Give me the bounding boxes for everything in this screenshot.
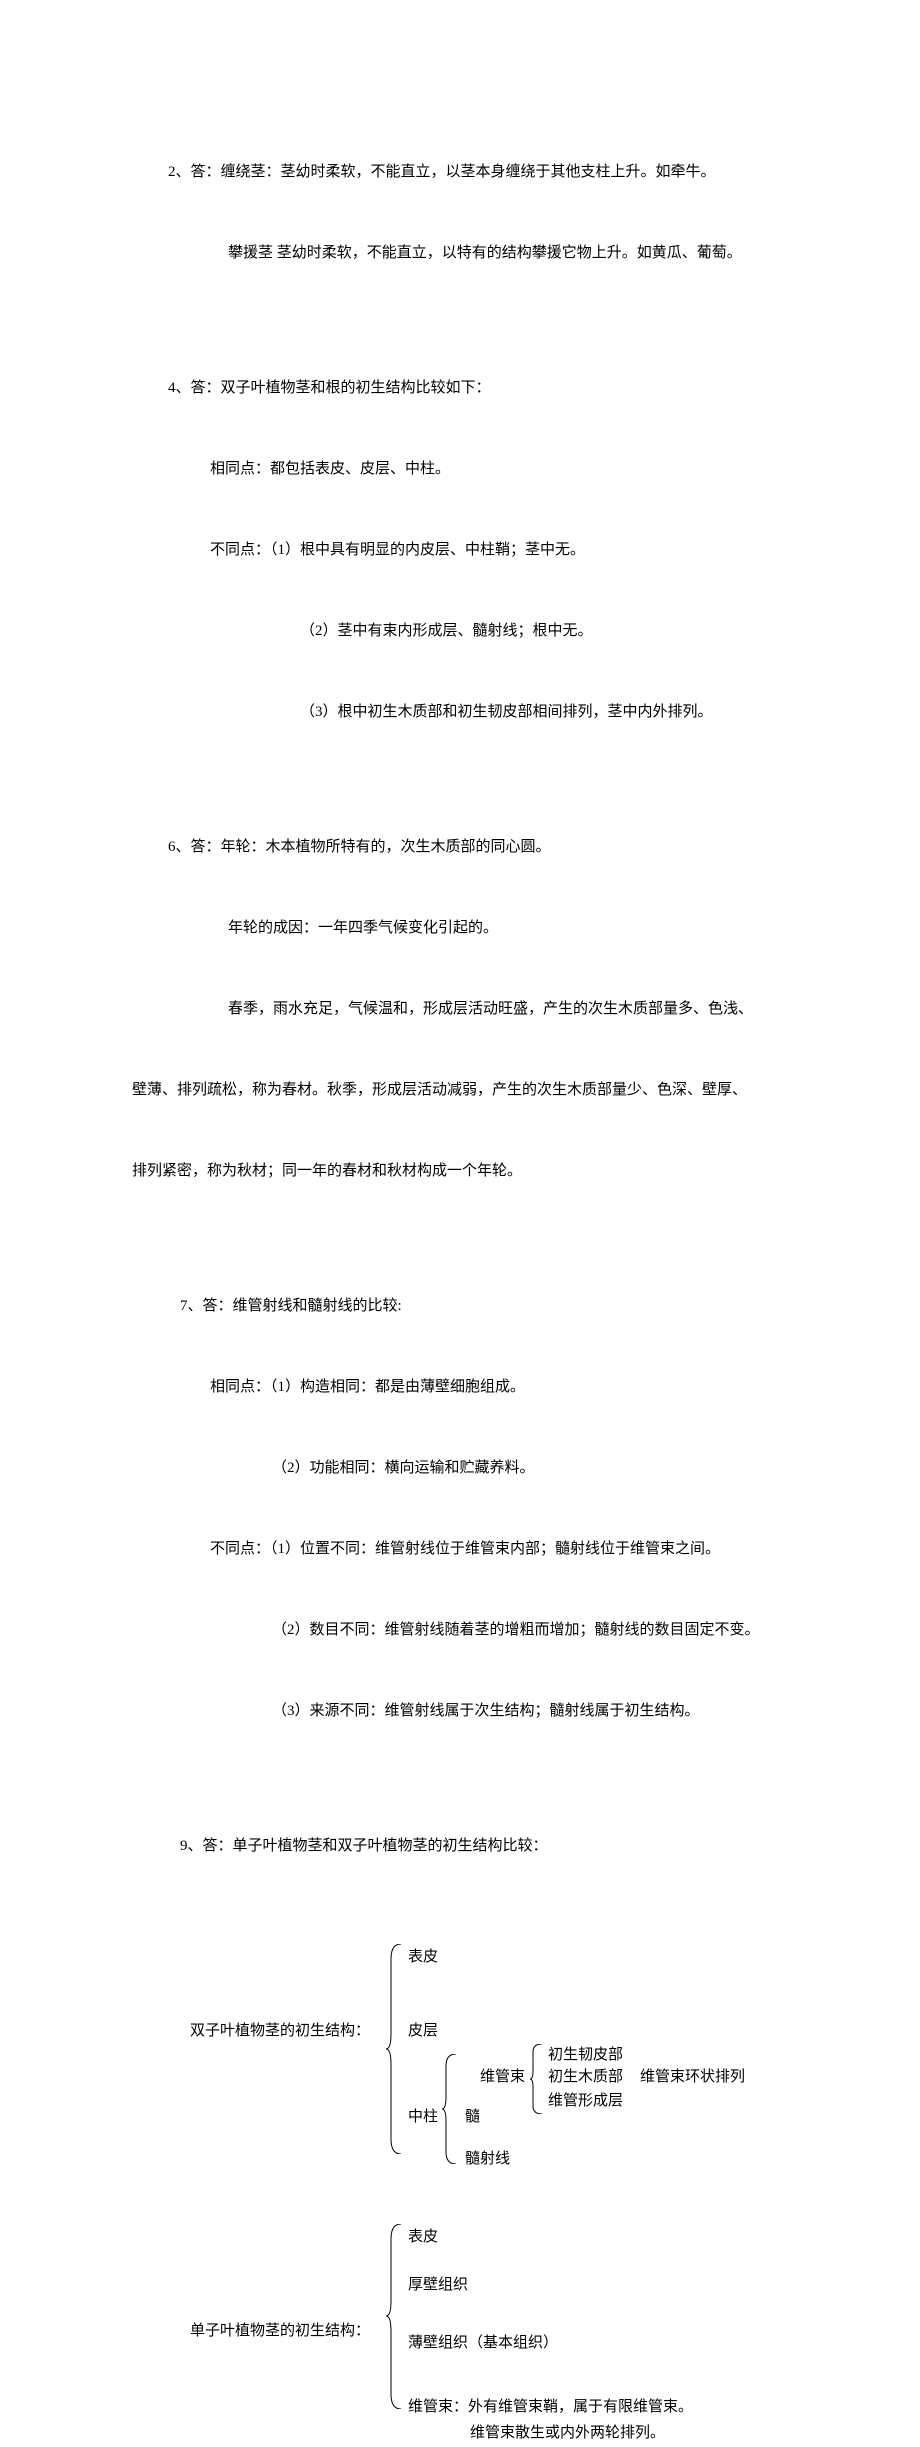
q4-line3: 不同点：（1）根中具有明显的内皮层、中柱鞘；茎中无。 bbox=[0, 537, 920, 564]
tree2-note: 维管束散生或内外两轮排列。 bbox=[470, 2420, 665, 2447]
q7-line1: 7、答：维管射线和髓射线的比较: bbox=[0, 1293, 920, 1320]
tree1-root: 双子叶植物茎的初生结构： bbox=[190, 2018, 370, 2045]
q7-line4: 不同点：（1）位置不同：维管射线位于维管束内部；髓射线位于维管束之间。 bbox=[0, 1536, 920, 1563]
tree2-item1: 厚壁组织 bbox=[408, 2272, 468, 2299]
tree1-wgs-item1: 初生木质部 bbox=[548, 2064, 623, 2091]
q7-line5: （2）数目不同：维管射线随着茎的增粗而增加；髓射线的数目固定不变。 bbox=[0, 1617, 920, 1644]
brace-icon bbox=[386, 2224, 406, 2409]
tree2-root: 单子叶植物茎的初生结构： bbox=[190, 2318, 370, 2345]
q4-line5: （3）根中初生木质部和初生韧皮部相间排列，茎中内外排列。 bbox=[0, 699, 920, 726]
q6-line3: 春季，雨水充足，气候温和，形成层活动旺盛，产生的次生木质部量多、色浅、 bbox=[0, 996, 920, 1023]
q6-line1: 6、答：年轮：木本植物所特有的，次生木质部的同心圆。 bbox=[0, 834, 920, 861]
q6-line2: 年轮的成因：一年四季气候变化引起的。 bbox=[0, 915, 920, 942]
tree1-item2: 中柱 bbox=[408, 2104, 438, 2131]
tree1-item1: 皮层 bbox=[408, 2018, 438, 2045]
q4-line4: （2）茎中有束内形成层、髓射线；根中无。 bbox=[0, 618, 920, 645]
q7-line3: （2）功能相同：横向运输和贮藏养料。 bbox=[0, 1455, 920, 1482]
document-page: 2、答：缠绕茎：茎幼时柔软，不能直立，以茎本身缠绕于其他支柱上升。如牵牛。 攀援… bbox=[0, 0, 920, 2444]
brace-icon bbox=[530, 2044, 545, 2114]
q4-line1: 4、答：双子叶植物茎和根的初生结构比较如下： bbox=[0, 375, 920, 402]
tree1-zz-item1: 髓 bbox=[465, 2104, 480, 2131]
tree1-wgs-item2: 维管形成层 bbox=[548, 2088, 623, 2115]
brace-icon bbox=[386, 1944, 406, 2154]
question-6: 6、答：年轮：木本植物所特有的，次生木质部的同心圆。 年轮的成因：一年四季气候变… bbox=[0, 780, 920, 1239]
q9-line1: 9、答：单子叶植物茎和双子叶植物茎的初生结构比较： bbox=[0, 1833, 920, 1860]
q6-line4: 壁薄、排列疏松，称为春材。秋季，形成层活动减弱，产生的次生木质部量少、色深、壁厚… bbox=[0, 1077, 920, 1104]
brace-icon bbox=[442, 2054, 460, 2164]
tree1-zz-item2: 髓射线 bbox=[465, 2146, 510, 2173]
tree2-item2: 薄壁组织（基本组织） bbox=[408, 2330, 558, 2357]
q4-line2: 相同点：都包括表皮、皮层、中柱。 bbox=[0, 456, 920, 483]
tree2-item3: 维管束：外有维管束鞘，属于有限维管束。 bbox=[408, 2394, 693, 2421]
tree2-item0: 表皮 bbox=[408, 2224, 438, 2251]
tree-monocot: 单子叶植物茎的初生结构： 表皮 厚壁组织 薄壁组织（基本组织） 维管束：外有维管… bbox=[190, 2224, 920, 2444]
question-2: 2、答：缠绕茎：茎幼时柔软，不能直立，以茎本身缠绕于其他支柱上升。如牵牛。 攀援… bbox=[0, 105, 920, 321]
q6-line5: 排列紧密，称为秋材；同一年的春材和秋材构成一个年轮。 bbox=[0, 1158, 920, 1185]
q2-line1: 2、答：缠绕茎：茎幼时柔软，不能直立，以茎本身缠绕于其他支柱上升。如牵牛。 bbox=[0, 159, 920, 186]
question-4: 4、答：双子叶植物茎和根的初生结构比较如下： 相同点：都包括表皮、皮层、中柱。 … bbox=[0, 321, 920, 780]
q7-line2: 相同点：（1）构造相同：都是由薄壁细胞组成。 bbox=[0, 1374, 920, 1401]
q7-line6: （3）来源不同：维管射线属于次生结构；髓射线属于初生结构。 bbox=[0, 1698, 920, 1725]
question-7: 7、答：维管射线和髓射线的比较: 相同点：（1）构造相同：都是由薄壁细胞组成。 … bbox=[0, 1239, 920, 1779]
tree1-item0: 表皮 bbox=[408, 1944, 438, 1971]
q2-line2: 攀援茎 茎幼时柔软，不能直立，以特有的结构攀援它物上升。如黄瓜、葡萄。 bbox=[0, 240, 920, 267]
tree1-zz-item0: 维管束 bbox=[480, 2064, 525, 2091]
question-9: 9、答：单子叶植物茎和双子叶植物茎的初生结构比较： bbox=[0, 1779, 920, 1914]
tree1-wgs-note: 维管束环状排列 bbox=[640, 2064, 745, 2091]
tree-dicot: 双子叶植物茎的初生结构： 表皮 皮层 中柱 维管束 髓 髓射线 初生韧皮部 初生… bbox=[190, 1944, 920, 2174]
